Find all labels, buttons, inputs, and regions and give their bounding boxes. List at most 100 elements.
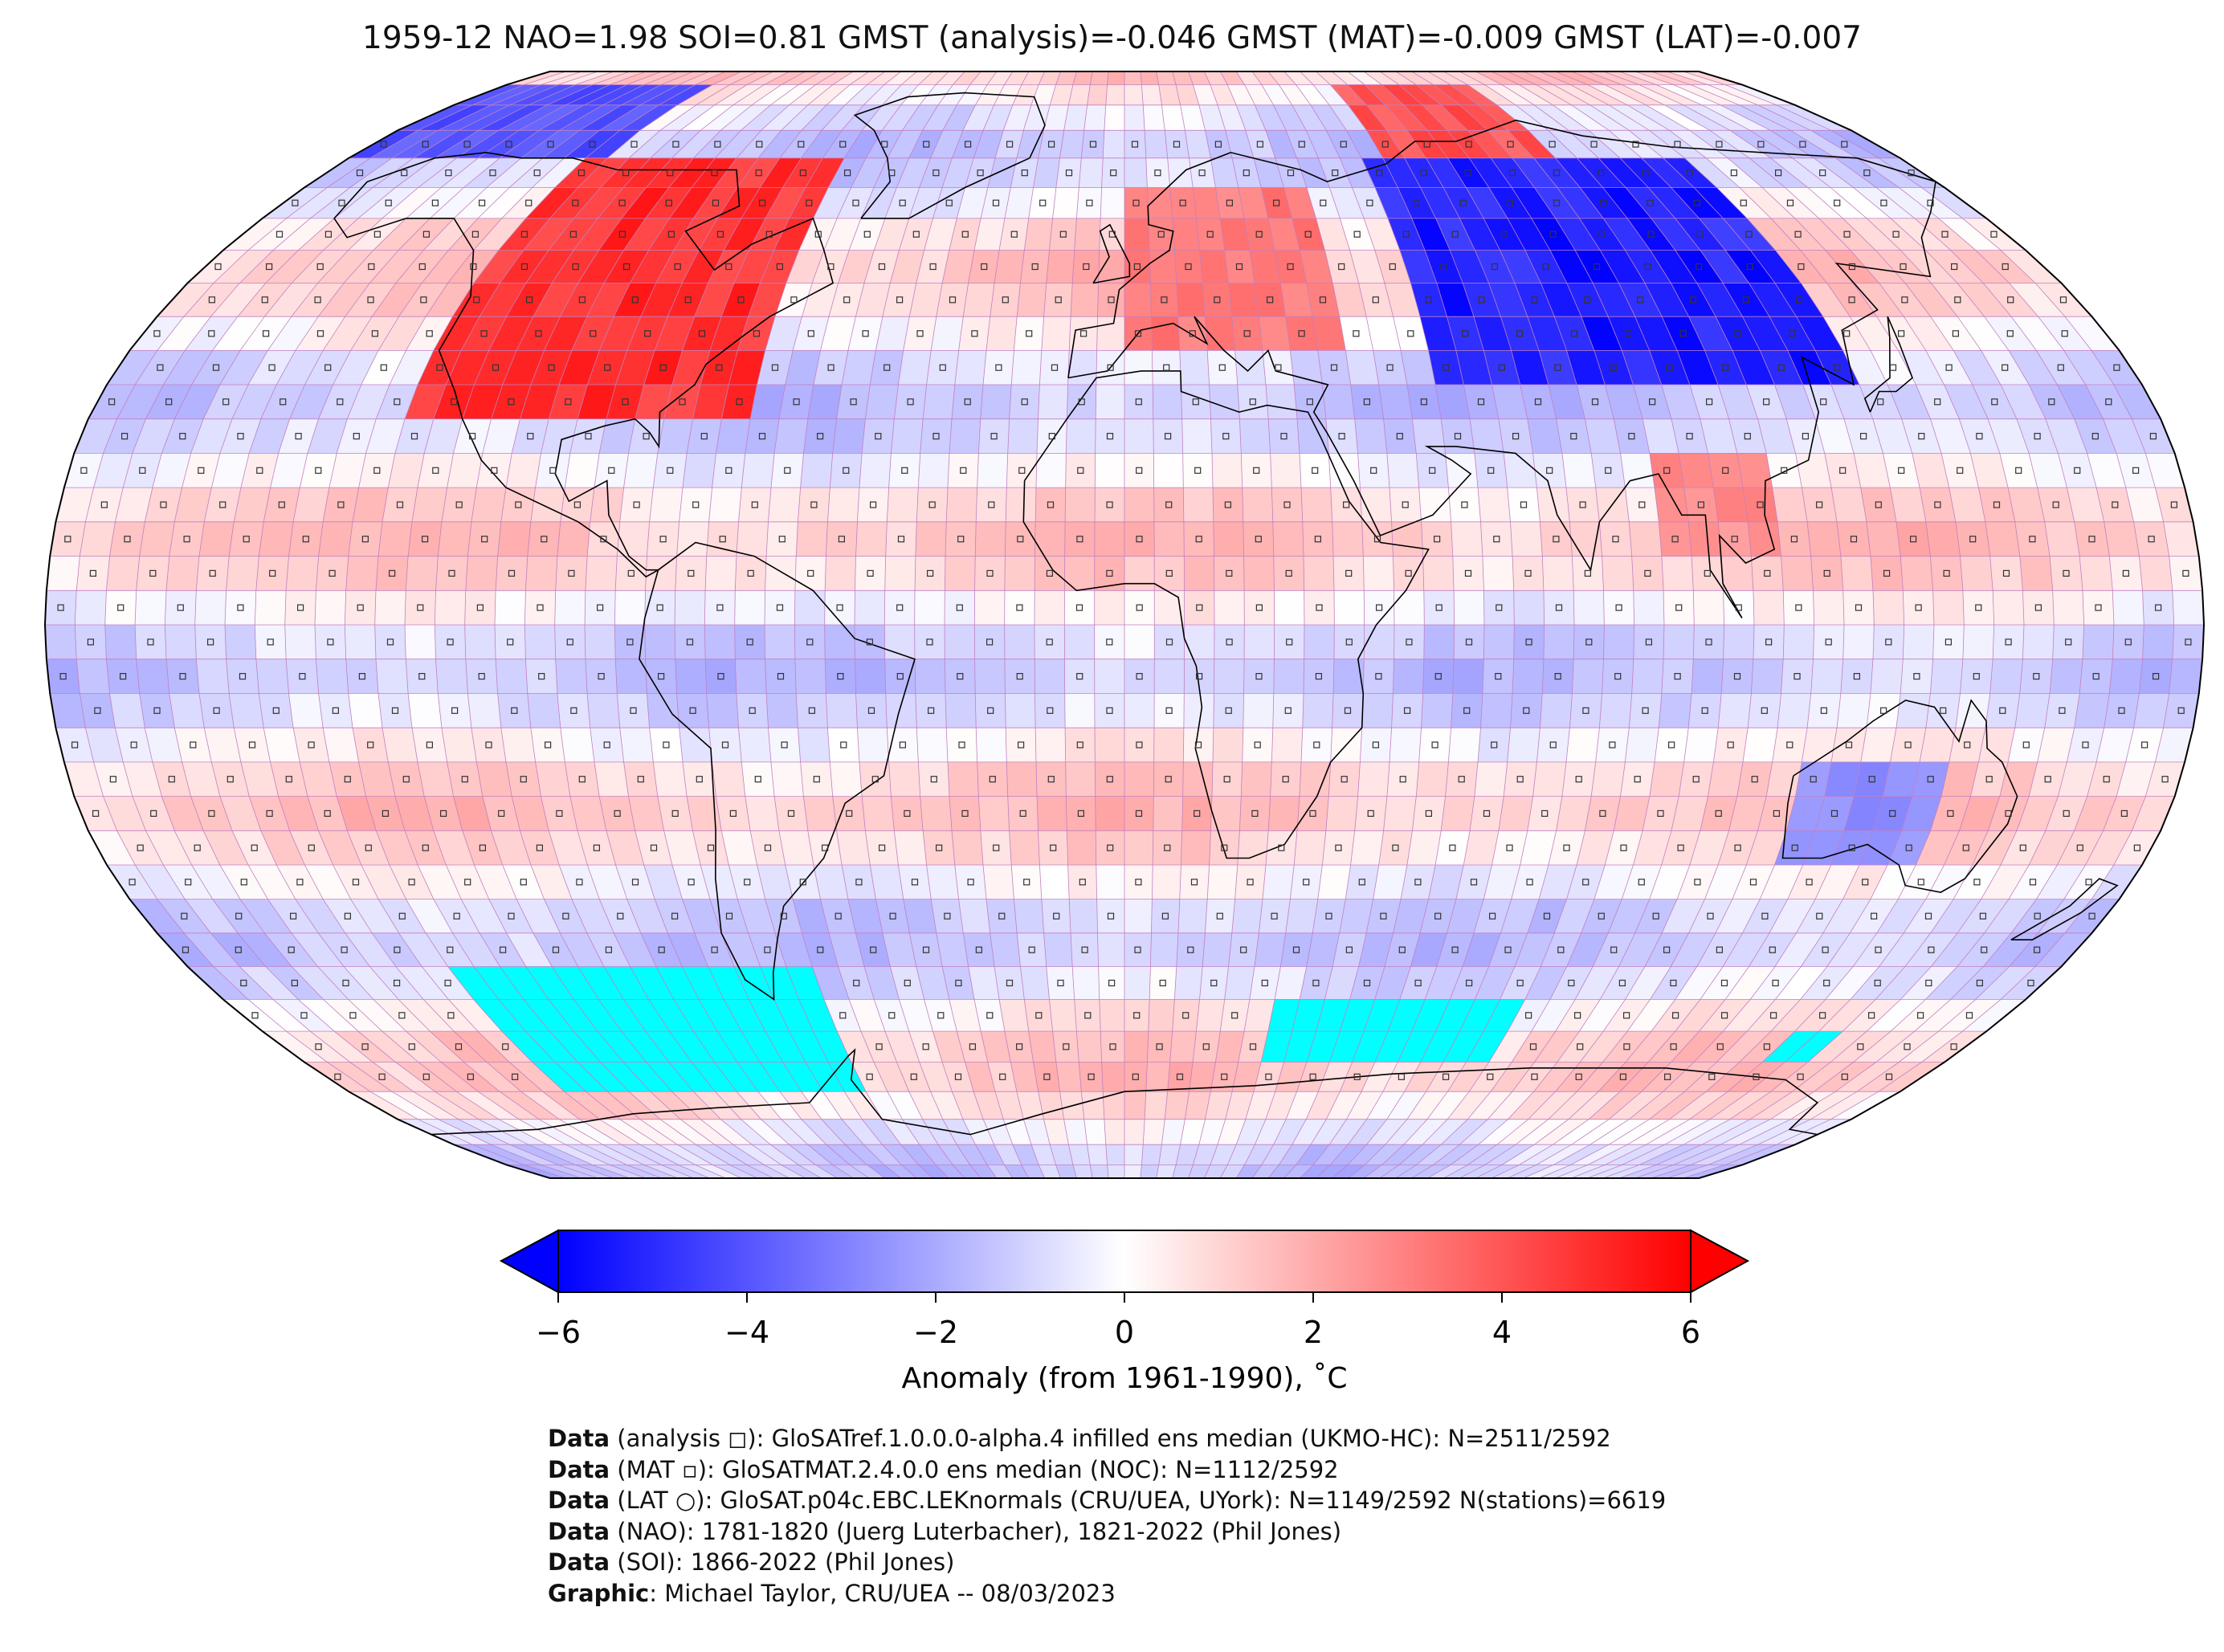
anomaly-cell xyxy=(524,625,556,659)
anomaly-cell xyxy=(1671,932,1716,967)
anomaly-cell xyxy=(2087,761,2126,797)
anomaly-cell xyxy=(1876,899,1926,933)
anomaly-cell xyxy=(1445,761,1478,797)
missing-data-cell xyxy=(717,1031,761,1063)
anomaly-cell xyxy=(184,932,240,967)
anomaly-cell xyxy=(544,899,587,933)
anomaly-cell xyxy=(1098,966,1124,1000)
anomaly-cell xyxy=(1661,659,1694,694)
anomaly-cell xyxy=(560,728,594,762)
anomaly-cell xyxy=(1573,590,1605,625)
anomaly-cell xyxy=(1066,796,1096,831)
anomaly-cell xyxy=(995,1091,1024,1120)
anomaly-cell xyxy=(1188,1165,1210,1178)
anomaly-cell xyxy=(1220,1165,1245,1178)
anomaly-cell xyxy=(1154,590,1185,625)
anomaly-cell xyxy=(1507,487,1540,522)
anomaly-cell xyxy=(263,487,300,522)
missing-data-cell xyxy=(1261,1031,1292,1063)
anomaly-cell xyxy=(1006,728,1036,762)
credit-line: Graphic: Michael Taylor, CRU/UEA -- 08/0… xyxy=(548,1579,1116,1607)
anomaly-cell xyxy=(579,1119,640,1145)
anomaly-cell xyxy=(541,796,577,831)
anomaly-cell xyxy=(1212,453,1243,488)
anomaly-cell xyxy=(1723,999,1776,1032)
anomaly-cell xyxy=(884,625,915,659)
anomaly-cell xyxy=(1598,1062,1649,1092)
anomaly-cell xyxy=(842,865,876,899)
anomaly-cell xyxy=(736,693,769,728)
credits-block: Data (analysis ◻): GloSATref.1.0.0.0-alp… xyxy=(548,1423,1666,1609)
anomaly-cell xyxy=(1329,1119,1367,1145)
missing-data-cell xyxy=(549,999,598,1032)
anomaly-cell xyxy=(1989,556,2023,591)
anomaly-cell xyxy=(736,521,769,557)
anomaly-cell xyxy=(926,865,959,899)
anomaly-cell xyxy=(1244,1144,1274,1165)
anomaly-cell xyxy=(1539,865,1577,899)
anomaly-cell xyxy=(286,1031,350,1063)
anomaly-cell xyxy=(1540,693,1573,728)
anomaly-cell xyxy=(2045,796,2087,831)
anomaly-cell xyxy=(315,625,346,659)
anomaly-cell xyxy=(793,899,829,933)
anomaly-cell xyxy=(1083,1119,1106,1145)
anomaly-cell xyxy=(1900,659,1933,694)
anomaly-cell xyxy=(1363,556,1394,591)
anomaly-cell xyxy=(930,1091,963,1120)
anomaly-cell xyxy=(922,1119,957,1145)
anomaly-cell xyxy=(1753,625,1785,659)
anomaly-cell xyxy=(519,1119,585,1145)
anomaly-cell xyxy=(408,521,442,557)
anomaly-cell xyxy=(1536,487,1570,522)
anomaly-cell xyxy=(225,590,256,625)
anomaly-cell xyxy=(629,1091,681,1120)
anomaly-cell xyxy=(109,521,145,557)
anomaly-cell xyxy=(1005,693,1036,728)
anomaly-cell xyxy=(476,761,512,797)
anomaly-cell xyxy=(229,521,264,557)
missing-data-cell xyxy=(604,966,649,1000)
anomaly-cell xyxy=(1807,1031,1867,1063)
anomaly-cell xyxy=(775,932,813,967)
anomaly-cell xyxy=(1209,830,1240,865)
anomaly-cell xyxy=(741,1119,790,1145)
anomaly-cell xyxy=(2083,625,2114,659)
anomaly-cell xyxy=(1807,521,1841,557)
anomaly-cell xyxy=(1316,1165,1348,1178)
missing-data-cell xyxy=(525,966,574,1000)
anomaly-cell xyxy=(1605,830,1643,865)
anomaly-cell xyxy=(1900,556,1933,591)
anomaly-cell xyxy=(496,556,528,591)
anomaly-cell xyxy=(1890,728,1926,762)
anomaly-cell xyxy=(1304,625,1335,659)
anomaly-cell xyxy=(1500,966,1541,1000)
anomaly-cell xyxy=(423,999,478,1032)
anomaly-grid-cells xyxy=(45,71,2204,1178)
anomaly-cell xyxy=(507,1165,566,1178)
anomaly-cell xyxy=(2145,453,2185,488)
anomaly-cell xyxy=(958,899,990,933)
anomaly-cell xyxy=(76,659,110,694)
anomaly-cell xyxy=(800,453,833,488)
anomaly-cell xyxy=(255,590,287,625)
anomaly-cell xyxy=(765,899,802,933)
anomaly-cell xyxy=(1912,761,1949,797)
anomaly-cell xyxy=(1418,728,1451,762)
missing-data-cell xyxy=(737,1062,780,1092)
anomaly-cell xyxy=(619,487,654,522)
anomaly-cell xyxy=(986,899,1018,933)
anomaly-cell xyxy=(1618,932,1663,967)
anomaly-cell xyxy=(855,659,886,694)
anomaly-cell xyxy=(675,590,706,625)
anomaly-cell xyxy=(369,966,424,1000)
anomaly-cell xyxy=(1330,487,1362,522)
anomaly-cell xyxy=(864,966,900,1000)
anomaly-cell xyxy=(671,1091,721,1120)
anomaly-cell xyxy=(957,1144,988,1165)
anomaly-cell xyxy=(700,1119,753,1145)
anomaly-cell xyxy=(1285,899,1318,933)
anomaly-cell xyxy=(919,1144,953,1165)
anomaly-cell xyxy=(675,659,707,694)
missing-data-cell xyxy=(552,966,599,1000)
